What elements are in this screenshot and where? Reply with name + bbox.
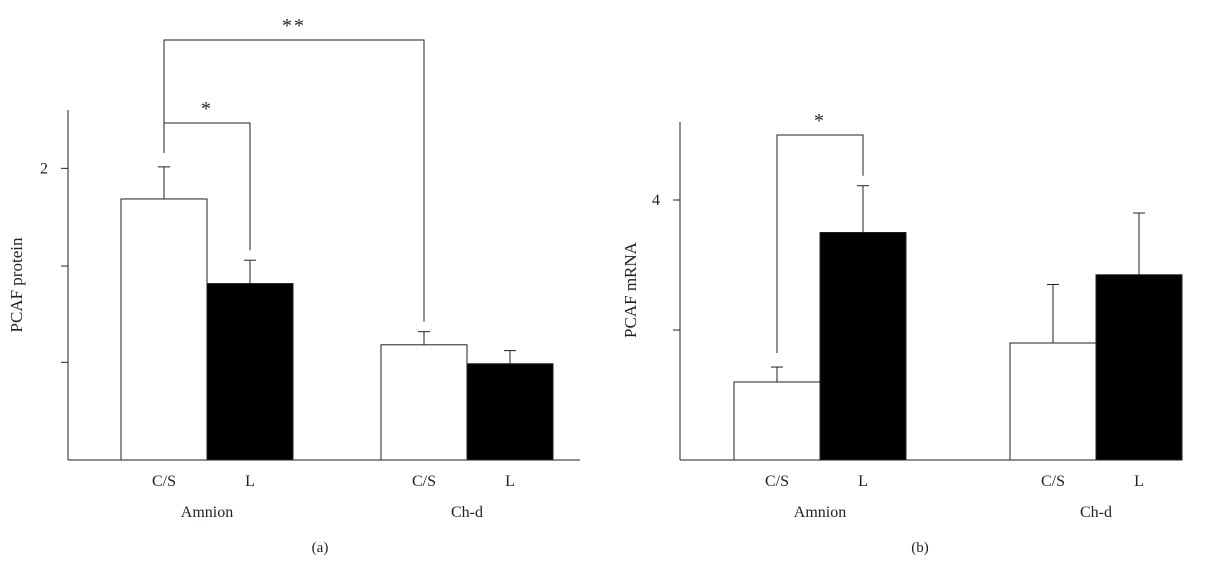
significance-bracket bbox=[776, 134, 864, 354]
x-tick-label: L bbox=[858, 473, 868, 490]
x-tick-label: L bbox=[1134, 473, 1144, 490]
x-tick-label: C/S bbox=[765, 473, 789, 490]
x-tick-label: L bbox=[505, 473, 515, 490]
bar bbox=[206, 283, 294, 461]
y-axis-label: PCAF mRNA bbox=[621, 241, 640, 338]
significance-bracket bbox=[163, 39, 425, 322]
significance-label: * bbox=[814, 110, 826, 132]
significance-label: ** bbox=[282, 15, 306, 37]
y-tick-label: 4 bbox=[652, 192, 660, 209]
bar bbox=[733, 381, 821, 461]
x-tick-label: C/S bbox=[412, 473, 436, 490]
bar bbox=[120, 198, 208, 461]
group-label: Ch-d bbox=[1080, 504, 1112, 521]
y-axis-label: PCAF protein bbox=[7, 237, 26, 332]
bar bbox=[1009, 342, 1097, 461]
y-tick-label: 2 bbox=[40, 160, 48, 177]
group-label: Amnion bbox=[181, 504, 233, 521]
x-tick-label: C/S bbox=[1041, 473, 1065, 490]
group-label: Amnion bbox=[794, 504, 846, 521]
bar bbox=[380, 344, 468, 461]
x-tick-label: L bbox=[245, 473, 255, 490]
bar bbox=[819, 232, 907, 461]
panel-label: (b) bbox=[911, 540, 929, 556]
significance-label: * bbox=[201, 98, 213, 120]
x-tick-label: C/S bbox=[152, 473, 176, 490]
group-label: Ch-d bbox=[451, 504, 483, 521]
bar bbox=[1095, 274, 1183, 461]
panel-b: 4 PCAF mRNA C/S L Amnion C/S L Ch-d * (b) bbox=[621, 110, 1183, 556]
panel-label: (a) bbox=[312, 540, 329, 556]
bar bbox=[466, 363, 554, 461]
